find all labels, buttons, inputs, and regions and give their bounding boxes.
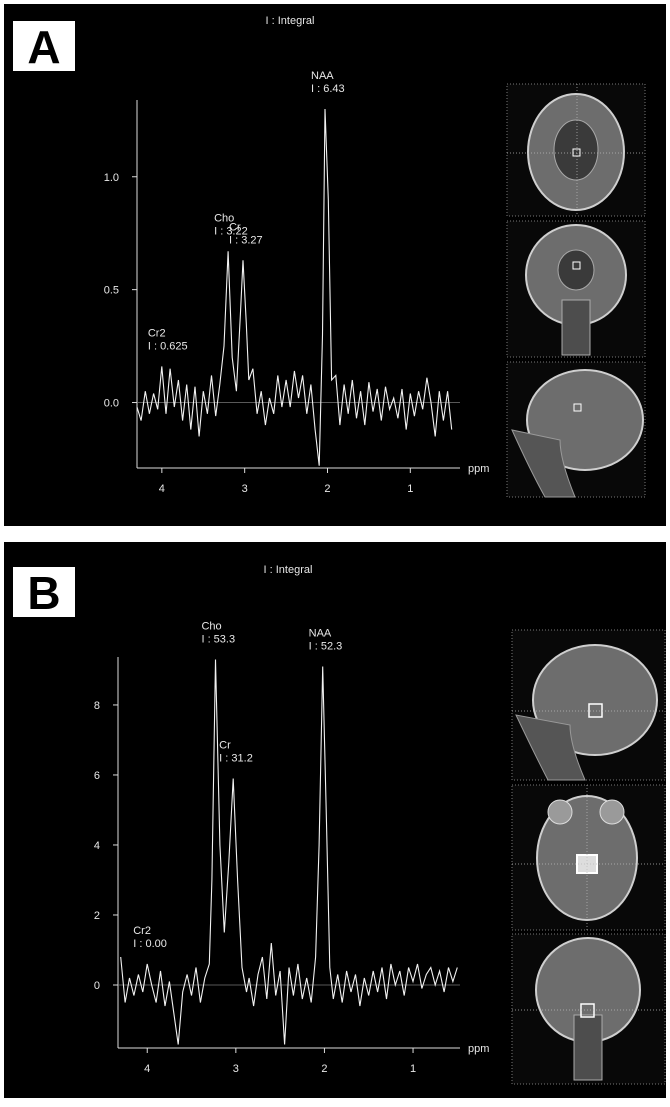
x-tick-label: 2 [324,483,330,495]
peak-label: Cr [219,739,231,751]
chart-title: I : Integral [264,564,313,576]
peak-label: Cho [201,620,221,632]
peak-label: Cr [229,221,241,233]
y-tick-label: 0.0 [104,398,119,410]
peak-label: Cr2 [148,327,166,339]
x-tick-label: 1 [407,483,413,495]
y-tick-label: 8 [94,700,100,712]
peak-integral: I : 31.2 [219,752,253,764]
mri-thumbnails-b [512,630,665,1084]
x-tick-label: 1 [410,1063,416,1075]
y-tick-label: 2 [94,910,100,922]
peak-integral: I : 3.27 [229,234,263,246]
y-tick-label: 0 [94,980,100,992]
figure: AI : Integralppm0.00.51.04321Cr2I : 0.62… [0,0,670,1102]
peak-integral: I : 6.43 [311,83,345,95]
peak-integral: I : 0.625 [148,340,188,352]
peak-integral: I : 53.3 [201,633,235,645]
peak-label: NAA [309,627,332,639]
peak-label: Cr2 [133,925,151,937]
panel-label: A [27,21,60,73]
y-tick-label: 0.5 [104,285,119,297]
y-tick-label: 1.0 [104,172,119,184]
y-tick-label: 4 [94,840,100,852]
x-tick-label: 3 [242,483,248,495]
peak-label: NAA [311,70,334,82]
panel-label: B [27,567,60,619]
x-tick-label: 2 [321,1063,327,1075]
peak-integral: I : 0.00 [133,938,167,950]
x-tick-label: 4 [159,483,165,495]
page: {"chart_data": [ {"type": "line", "panel… [0,0,670,1102]
peak-integral: I : 52.3 [309,640,343,652]
x-axis-label: ppm [468,1043,489,1055]
x-axis-label: ppm [468,463,489,475]
x-tick-label: 4 [144,1063,150,1075]
x-tick-label: 3 [233,1063,239,1075]
y-tick-label: 6 [94,770,100,782]
chart-title: I : Integral [266,15,315,27]
mri-thumbnails-a [507,84,645,497]
